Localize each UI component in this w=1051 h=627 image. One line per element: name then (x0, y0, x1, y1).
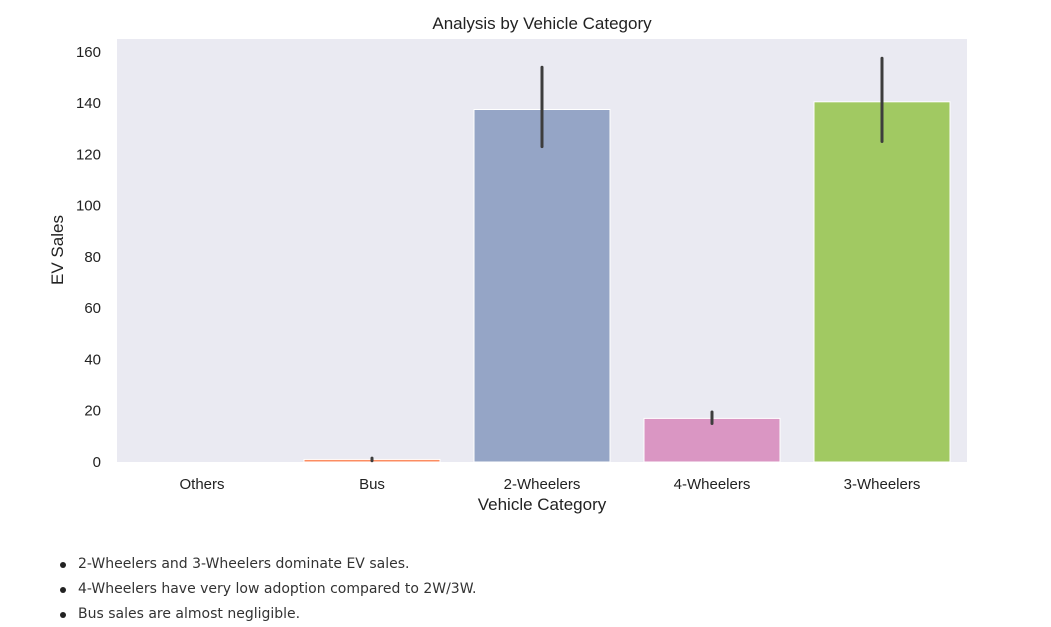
y-tick-label: 120 (76, 146, 101, 163)
bar (473, 109, 611, 463)
chart-title: Analysis by Vehicle Category (432, 14, 652, 33)
y-tick-label: 40 (84, 351, 101, 368)
x-tick-label: 2-Wheelers (504, 476, 581, 493)
bar (643, 417, 781, 463)
x-axis-ticks: Others Bus 2-Wheelers 4-Wheelers 3-Wheelers (179, 476, 920, 493)
y-tick-label: 160 (76, 44, 101, 61)
observation-item: 2-Wheelers and 3-Wheelers dominate EV sa… (58, 552, 476, 577)
x-tick-label: 4-Wheelers (674, 476, 751, 493)
y-tick-label: 100 (76, 198, 101, 215)
y-tick-label: 20 (84, 403, 101, 420)
observation-item: 4-Wheelers have very low adoption compar… (58, 577, 476, 602)
x-axis-label: Vehicle Category (478, 495, 607, 514)
observation-item: Bus sales are almost negligible. (58, 602, 476, 627)
y-axis-ticks: 0 20 40 60 80 100 120 140 160 (76, 44, 101, 471)
bars (303, 56, 951, 463)
y-tick-label: 0 (93, 454, 101, 471)
x-tick-label: Bus (359, 476, 385, 493)
x-tick-label: 3-Wheelers (844, 476, 921, 493)
y-axis-label: EV Sales (48, 215, 67, 285)
y-tick-label: 140 (76, 95, 101, 112)
bar-chart: Analysis by Vehicle Category 0 20 40 60 80 10… (48, 14, 967, 514)
bar (813, 101, 951, 463)
y-tick-label: 60 (84, 300, 101, 317)
observations-list: 2-Wheelers and 3-Wheelers dominate EV sa… (58, 552, 476, 627)
x-tick-label: Others (179, 476, 224, 493)
y-tick-label: 80 (84, 249, 101, 266)
